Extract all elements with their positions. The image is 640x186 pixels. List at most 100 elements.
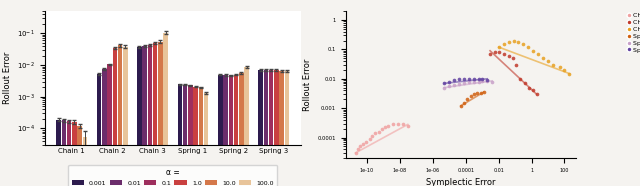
- Point: [370, 132, 380, 135]
- Point: [482, 79, 492, 82]
- Point: [523, 46, 533, 49]
- Bar: [264, 70, 268, 186]
- Bar: [239, 73, 243, 186]
- Point: [482, 79, 492, 82]
- Point: [528, 49, 538, 52]
- Point: [564, 72, 575, 75]
- Point: [463, 77, 474, 80]
- Bar: [123, 47, 127, 186]
- Point: [474, 80, 484, 83]
- Bar: [153, 43, 157, 186]
- Bar: [244, 67, 249, 186]
- Bar: [163, 33, 168, 186]
- Point: [444, 80, 454, 83]
- Point: [499, 52, 509, 55]
- Point: [456, 104, 466, 107]
- Point: [485, 52, 495, 55]
- Point: [468, 93, 479, 96]
- Point: [365, 137, 375, 140]
- Point: [490, 51, 500, 54]
- Point: [468, 77, 479, 80]
- Point: [508, 57, 518, 60]
- Point: [465, 95, 476, 98]
- Point: [361, 141, 371, 144]
- Legend: Chain 1, Chain 2, Chain 3, Spring 1, Spring 2, Spring 3: Chain 1, Chain 2, Chain 3, Spring 1, Spr…: [627, 11, 640, 54]
- Bar: [143, 46, 147, 186]
- Bar: [118, 45, 122, 186]
- Bar: [183, 85, 188, 186]
- Bar: [67, 121, 72, 186]
- Point: [459, 82, 469, 85]
- Legend: 0.001, 0.01, 0.1, 1.0, 10.0, 100.0: 0.001, 0.01, 0.1, 1.0, 10.0, 100.0: [68, 165, 277, 186]
- Bar: [97, 74, 101, 186]
- Bar: [285, 71, 289, 186]
- Point: [487, 80, 497, 83]
- Point: [355, 145, 365, 148]
- Point: [528, 89, 538, 92]
- Bar: [56, 120, 61, 186]
- Point: [513, 40, 523, 43]
- Point: [533, 52, 543, 55]
- Point: [380, 126, 390, 129]
- Bar: [228, 76, 233, 186]
- Bar: [102, 69, 106, 186]
- Point: [454, 83, 465, 86]
- Point: [358, 143, 369, 146]
- Bar: [148, 45, 152, 186]
- Point: [504, 40, 514, 43]
- Point: [444, 85, 454, 88]
- Point: [508, 39, 518, 42]
- Point: [350, 151, 360, 154]
- Bar: [178, 84, 182, 186]
- Y-axis label: Rollout Error: Rollout Error: [303, 58, 312, 111]
- Point: [554, 66, 564, 69]
- Point: [397, 123, 408, 126]
- Point: [515, 77, 525, 80]
- Point: [524, 86, 534, 89]
- Bar: [193, 86, 198, 186]
- Bar: [137, 47, 141, 186]
- Point: [504, 54, 514, 57]
- Point: [383, 124, 394, 127]
- Bar: [223, 75, 228, 186]
- Point: [377, 127, 387, 130]
- Point: [449, 84, 460, 87]
- Point: [499, 43, 509, 46]
- Bar: [83, 137, 87, 186]
- Bar: [274, 70, 278, 186]
- Point: [538, 57, 548, 60]
- Bar: [72, 122, 77, 186]
- Point: [478, 91, 488, 94]
- Y-axis label: Rollout Error: Rollout Error: [3, 52, 12, 104]
- Point: [439, 86, 449, 89]
- Point: [476, 91, 486, 94]
- Bar: [61, 120, 66, 186]
- Point: [463, 81, 474, 84]
- Point: [454, 78, 465, 81]
- Point: [373, 130, 383, 133]
- Point: [559, 68, 570, 71]
- Bar: [188, 85, 193, 186]
- Bar: [204, 93, 209, 186]
- Point: [511, 63, 522, 66]
- Point: [520, 82, 530, 85]
- Bar: [108, 64, 112, 186]
- Point: [477, 78, 487, 81]
- Point: [548, 63, 558, 66]
- Bar: [198, 87, 203, 186]
- Bar: [259, 70, 263, 186]
- Point: [403, 124, 413, 127]
- Bar: [113, 48, 117, 186]
- Point: [353, 148, 364, 151]
- Bar: [269, 70, 273, 186]
- Point: [468, 80, 479, 83]
- Point: [388, 123, 399, 126]
- Point: [474, 77, 484, 80]
- Point: [543, 60, 553, 62]
- Point: [493, 51, 504, 54]
- Point: [459, 77, 469, 80]
- Point: [459, 102, 469, 105]
- Bar: [218, 75, 223, 186]
- Point: [367, 135, 377, 138]
- Point: [493, 46, 504, 49]
